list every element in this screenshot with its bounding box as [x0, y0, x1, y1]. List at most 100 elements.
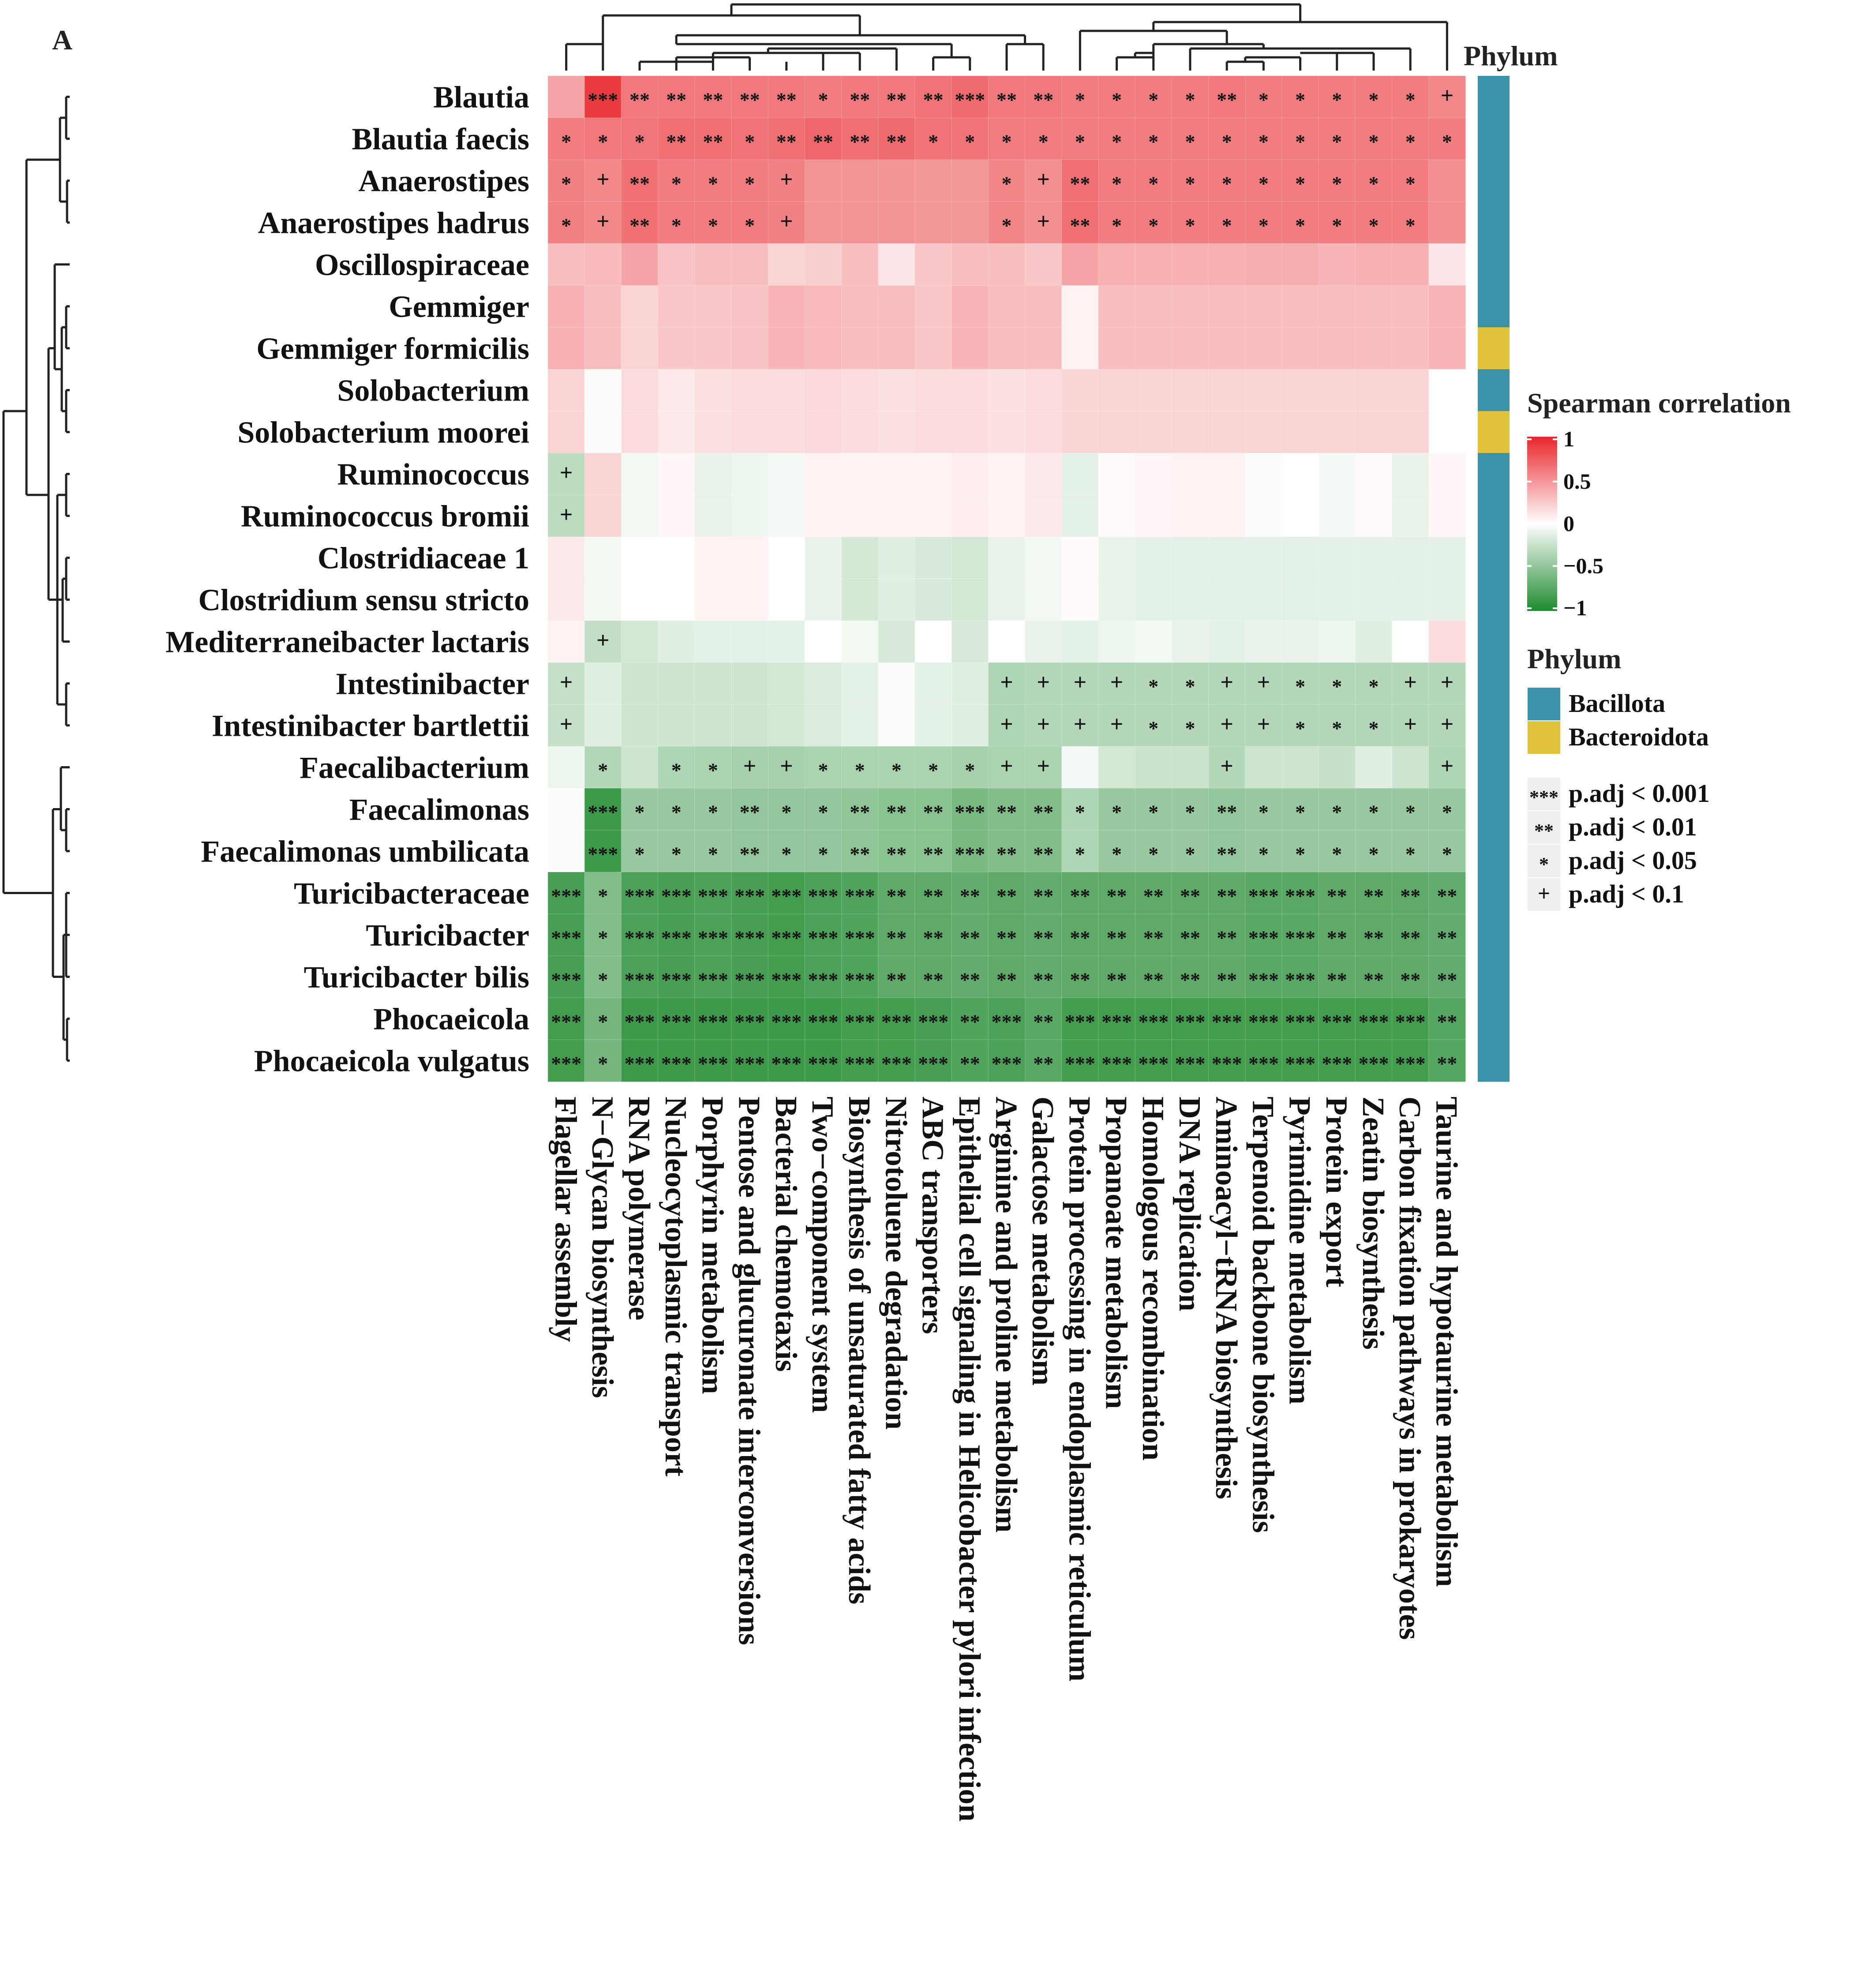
heatmap-cell	[1135, 620, 1172, 663]
color-legend: 1 0.5 0 −0.5 −1	[1527, 427, 1603, 620]
heatmap-cell	[658, 453, 695, 495]
significance-marker: ***	[881, 1011, 912, 1033]
heatmap-cell	[621, 453, 659, 495]
heatmap-cell	[1208, 327, 1246, 370]
significance-marker: +	[596, 209, 610, 234]
heatmap-cell	[1098, 914, 1136, 956]
heatmap-cell	[1318, 285, 1356, 328]
heatmap-cell	[878, 997, 916, 1040]
heatmap-cell	[584, 704, 622, 747]
heatmap-cell	[878, 620, 916, 663]
phylum-annotation-cell	[1478, 453, 1510, 495]
heatmap-cell	[1318, 662, 1356, 705]
heatmap-cell	[1245, 159, 1283, 202]
heatmap-cell	[1355, 494, 1393, 537]
phylum-annotation-cell	[1478, 621, 1510, 663]
significance-marker: *	[1369, 843, 1379, 865]
significance-marker: **	[850, 843, 870, 865]
heatmap-cell	[1281, 1039, 1319, 1082]
significance-marker: **	[1327, 969, 1347, 991]
significance-marker: **	[1327, 885, 1347, 907]
heatmap-cell	[1171, 830, 1209, 872]
heatmap-cell	[841, 117, 879, 160]
heatmap-cell	[914, 872, 952, 914]
significance-marker: +	[1441, 712, 1454, 737]
phylum-annotation-bar	[1478, 76, 1510, 1082]
heatmap-cell	[584, 369, 622, 412]
significance-marker: *	[1295, 214, 1305, 237]
significance-marker: ***	[845, 885, 875, 907]
significance-marker: ***	[551, 927, 581, 949]
heatmap-cell	[1098, 243, 1136, 286]
heatmap-cell	[1135, 494, 1172, 537]
heatmap-cell	[1392, 788, 1429, 831]
significance-marker: **	[996, 927, 1017, 949]
heatmap-cell	[658, 997, 695, 1040]
heatmap-cell	[731, 536, 769, 579]
heatmap-cell	[1428, 117, 1466, 160]
heatmap-cell	[694, 746, 732, 789]
significance-marker: **	[886, 131, 907, 153]
phylum-annotation-cell	[1478, 537, 1510, 579]
heatmap-cell	[658, 117, 695, 160]
significance-marker: **	[960, 969, 980, 991]
heatmap-cell	[1355, 327, 1393, 370]
significance-marker: *	[1148, 675, 1158, 698]
heatmap-cell	[768, 578, 805, 621]
significance-marker: **	[1143, 927, 1164, 949]
significance-marker: +	[560, 502, 573, 528]
significance-marker: **	[923, 885, 944, 907]
heatmap-cell	[1281, 746, 1319, 789]
significance-marker: *	[1369, 675, 1379, 698]
significance-marker: *	[1112, 214, 1122, 237]
significance-marker: *	[818, 759, 828, 782]
heatmap-cell	[878, 955, 916, 998]
significance-marker: ***	[551, 885, 581, 907]
heatmap-cell	[1061, 704, 1099, 747]
significance-marker: *	[1185, 675, 1195, 698]
heatmap-cell	[1098, 411, 1136, 453]
legends: Spearman correlation 10.50−0.5−1 Phylum …	[1527, 387, 1791, 912]
significance-marker: ***	[625, 969, 655, 991]
heatmap-cell	[878, 662, 916, 705]
heatmap-cell	[1171, 369, 1209, 412]
significance-marker: +	[780, 754, 793, 779]
heatmap-cell	[841, 327, 879, 370]
color-legend-title: Spearman correlation	[1527, 387, 1791, 419]
significance-marker: **	[1400, 927, 1420, 949]
heatmap-cell	[694, 914, 732, 956]
heatmap-cell	[1061, 159, 1099, 202]
significance-marker: *	[708, 843, 718, 865]
heatmap-cell	[1061, 955, 1099, 998]
significance-marker: +	[1110, 670, 1124, 695]
heatmap-cell	[1392, 1039, 1429, 1082]
significance-marker: **	[886, 843, 907, 865]
significance-markers: *** ** ** ** ** ** * ** ** ** *** ** ** * * * * ** * * * * * +*…	[551, 83, 1457, 1075]
heatmap-cell	[1355, 746, 1393, 789]
heatmap-cell	[1245, 872, 1283, 914]
significance-marker: +	[780, 209, 793, 234]
heatmap-cell	[878, 75, 916, 118]
heatmap-cell	[621, 369, 659, 412]
heatmap-cell	[731, 411, 769, 453]
heatmap-cell	[1208, 830, 1246, 872]
significance-marker: **	[1180, 927, 1200, 949]
significance-marker: *	[671, 214, 682, 237]
heatmap-cell	[804, 955, 842, 998]
heatmap-cell	[1318, 536, 1356, 579]
row-label: Anaerostipes	[358, 165, 529, 198]
significance-marker: *	[1148, 89, 1158, 111]
heatmap-cell	[951, 662, 989, 705]
significance-marker: *	[1075, 89, 1085, 111]
significance-marker: *	[781, 801, 791, 824]
significance-marker: **	[1070, 927, 1090, 949]
heatmap-cell	[694, 285, 732, 328]
heatmap-cell	[1392, 285, 1429, 328]
heatmap-cell	[694, 620, 732, 663]
heatmap-cell	[1245, 494, 1283, 537]
heatmap-cell	[584, 1039, 622, 1082]
significance-marker: **	[1364, 885, 1384, 907]
heatmap-cell	[768, 494, 805, 537]
significance-marker: ***	[625, 1011, 655, 1033]
significance-marker: ***	[1101, 1052, 1132, 1075]
